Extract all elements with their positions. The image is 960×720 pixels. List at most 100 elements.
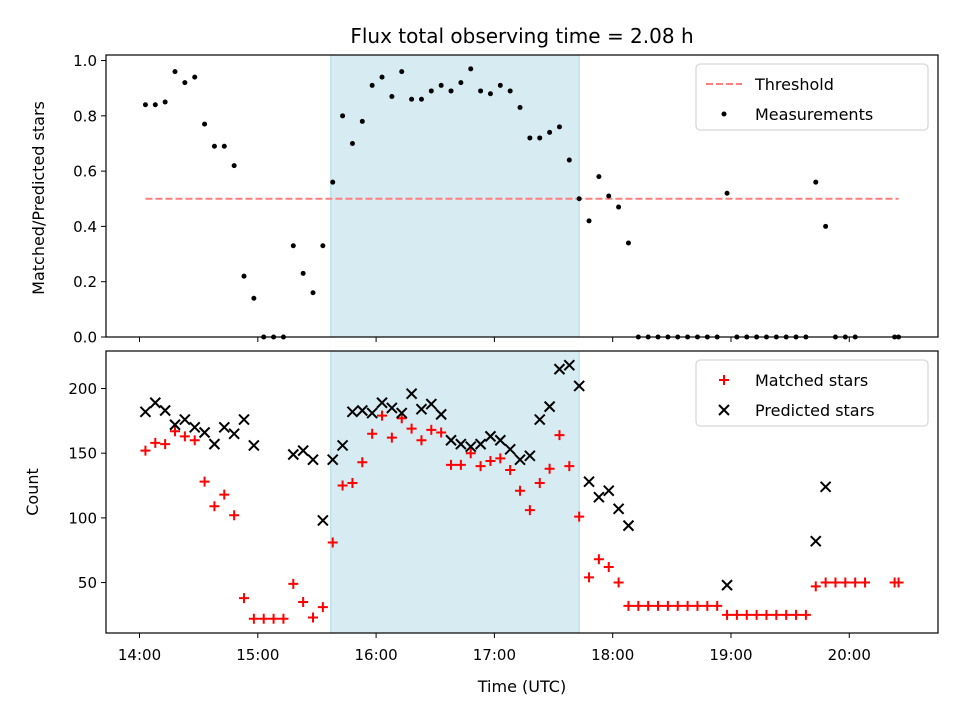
matched-stars-point <box>377 410 388 421</box>
measurement-point <box>507 88 513 94</box>
matched-stars-point <box>179 431 190 442</box>
matched-stars-point <box>515 485 526 496</box>
top-y-axis-label: Matched/Predicted stars <box>29 101 48 295</box>
series-predicted-stars <box>139 359 832 591</box>
matched-stars-point <box>170 426 181 437</box>
predicted-stars-point <box>396 407 408 419</box>
measurement-point <box>448 88 454 94</box>
matched-stars-point <box>288 578 299 589</box>
matched-stars-point <box>317 602 328 613</box>
predicted-stars-point <box>297 444 309 457</box>
measurement-point <box>616 204 622 210</box>
predicted-stars-point <box>603 484 615 497</box>
predicted-stars-point <box>425 398 438 410</box>
matched-stars-point <box>893 577 904 588</box>
matched-stars-point <box>860 577 871 588</box>
measurement-point <box>211 143 217 149</box>
predicted-stars-point <box>287 448 300 461</box>
x-tick-label: 14:00 <box>118 646 161 664</box>
matched-stars-point <box>416 435 427 446</box>
measurement-point <box>625 240 631 246</box>
matched-stars-point <box>475 461 486 472</box>
predicted-stars-point <box>573 380 585 392</box>
legend: Threshold Measurements <box>695 63 929 131</box>
matched-stars-point <box>239 593 250 604</box>
matched-stars-point <box>722 609 733 620</box>
matched-stars-point <box>761 609 772 620</box>
matched-stars-point <box>800 609 811 620</box>
matched-stars-point <box>791 609 802 620</box>
measurement-point <box>527 135 533 141</box>
predicted-stars-point <box>543 400 556 413</box>
y-tick-label: 200 <box>68 380 97 398</box>
predicted-stars-point <box>218 421 231 434</box>
matched-stars-point <box>485 455 496 466</box>
predicted-stars-point <box>169 419 181 431</box>
measurement-point <box>202 121 208 127</box>
matched-stars-point <box>712 600 723 611</box>
matched-stars-point <box>426 424 437 435</box>
y-tick-label: 0.2 <box>73 273 97 291</box>
plot-frame <box>105 54 939 338</box>
matched-stars-point <box>623 600 634 611</box>
matched-stars-point <box>524 505 535 516</box>
x-tick-label: 18:00 <box>591 646 634 664</box>
matched-stars-point <box>367 428 378 439</box>
legend-box <box>695 359 929 427</box>
matched-stars-point <box>534 477 545 488</box>
matched-stars-point <box>643 600 654 611</box>
matched-stars-point <box>633 600 644 611</box>
matched-stars-point <box>731 609 742 620</box>
x-axis-label: Time (UTC) <box>477 677 566 696</box>
matched-stars-point <box>357 457 368 468</box>
predicted-stars-point <box>810 535 822 547</box>
predicted-stars-point <box>593 491 605 503</box>
measurement-point <box>330 179 336 185</box>
predicted-stars-point <box>721 579 733 591</box>
measurement-point <box>576 196 582 202</box>
measurement-point <box>320 243 326 249</box>
matched-stars-point <box>327 537 338 548</box>
predicted-stars-point <box>504 443 516 456</box>
matched-stars-point <box>229 510 240 521</box>
matched-stars-point <box>278 613 289 624</box>
measurement-point <box>606 193 612 199</box>
matched-stars-point <box>850 577 861 588</box>
predicted-stars-point <box>534 413 546 426</box>
y-tick-label: 150 <box>68 445 97 463</box>
predicted-stars-point <box>366 407 378 419</box>
matched-stars-point <box>298 596 309 607</box>
matched-stars-point <box>386 432 397 443</box>
x-tick-label: 17:00 <box>473 646 516 664</box>
measurement-point <box>438 82 444 88</box>
measurement-point <box>586 218 592 224</box>
measurement-point <box>349 140 355 146</box>
measurement-point <box>162 99 168 105</box>
predicted-stars-point <box>248 439 260 452</box>
measurement-point <box>468 66 474 72</box>
predicted-stars-point <box>612 503 625 515</box>
measurement-point <box>547 129 553 135</box>
y-tick-label: 1.0 <box>73 52 97 70</box>
matched-stars-point <box>337 480 348 491</box>
predicted-stars-point <box>455 438 467 450</box>
matched-stars-point <box>248 613 259 624</box>
y-tick-label: 0.6 <box>73 163 97 181</box>
matched-stars-point <box>613 577 624 588</box>
matched-stars-point <box>653 600 664 611</box>
plot-frame <box>105 350 939 634</box>
measurement-point <box>418 96 424 102</box>
matched-stars-point <box>741 609 752 620</box>
x-tick-label: 16:00 <box>354 646 397 664</box>
predicted-stars-point <box>336 439 349 452</box>
predicted-stars-point <box>238 413 250 426</box>
predicted-stars-point <box>307 453 319 466</box>
matched-stars-point <box>209 501 220 512</box>
measurement-point <box>172 69 178 75</box>
legend-label: Threshold <box>754 75 834 94</box>
count-plot-panel: 50 100 150 200 14:00 15:00 16:00 17:00 18:00 19:0… <box>68 350 939 664</box>
matched-stars-point <box>219 489 230 500</box>
predicted-stars-point <box>356 404 369 417</box>
predicted-stars-point <box>583 475 595 488</box>
matched-stars-point <box>593 554 604 565</box>
